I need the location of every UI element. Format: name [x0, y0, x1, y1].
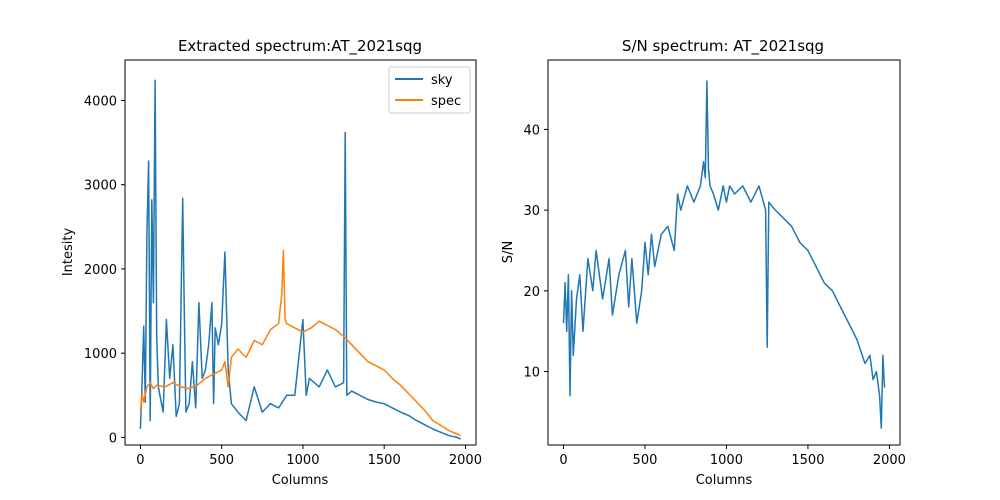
spectrum-legend: sky spec — [388, 66, 471, 114]
spectrum-x-tick-label: 1000 — [286, 453, 319, 468]
sn-plot-frame — [547, 59, 901, 446]
sn-x-tick-label: 500 — [633, 453, 658, 468]
sky-series-line — [139, 79, 461, 440]
spectrum-y-tick-label: 1000 — [84, 347, 117, 362]
spectrum-x-tick-label: 1500 — [368, 453, 401, 468]
spectrum-y-tick-label: 4000 — [84, 94, 117, 109]
sn-y-tick-label: 20 — [523, 285, 540, 300]
spectrum-x-axis-label: Columns — [272, 473, 329, 488]
sn-x-tick-label: 1000 — [710, 453, 743, 468]
spec-series-line — [139, 249, 461, 437]
legend-sky-label: sky — [431, 73, 453, 88]
spectrum-x-tick-label: 2000 — [449, 453, 482, 468]
sn-y-tick-label: 10 — [523, 366, 540, 381]
legend-spec-label: spec — [431, 94, 461, 109]
sn-x-tick-label: 2000 — [873, 453, 906, 468]
spectrum-chart-title: Extracted spectrum:AT_2021sqg — [178, 37, 422, 56]
sn-chart-title: S/N spectrum: AT_2021sqg — [622, 37, 824, 56]
spectrum-x-tick-label: 500 — [209, 453, 234, 468]
sn-y-tick-label: 30 — [523, 204, 540, 219]
spectrum-y-tick-label: 0 — [109, 431, 117, 446]
spectrum-y-axis-label: Intesity — [61, 228, 76, 277]
sn-x-tick-label: 1500 — [791, 453, 824, 468]
sn-y-tick-label: 40 — [523, 123, 540, 138]
spectrum-y-tick-label: 3000 — [84, 179, 117, 194]
sn-chart: S/N spectrum: AT_2021sqg 0 500 1000 1500 200… — [501, 37, 906, 488]
spectrum-x-tick-label: 0 — [136, 453, 144, 468]
sn-x-tick-label: 0 — [559, 453, 567, 468]
sn-series-line — [562, 80, 886, 429]
sn-y-axis-label: S/N — [501, 241, 516, 263]
sn-x-axis-label: Columns — [696, 473, 753, 488]
spectrum-y-tick-label: 2000 — [84, 263, 117, 278]
spectrum-chart: Extracted spectrum:AT_2021sqg 0 500 1000 15… — [61, 37, 482, 488]
spectrum-plot-frame — [124, 59, 477, 446]
